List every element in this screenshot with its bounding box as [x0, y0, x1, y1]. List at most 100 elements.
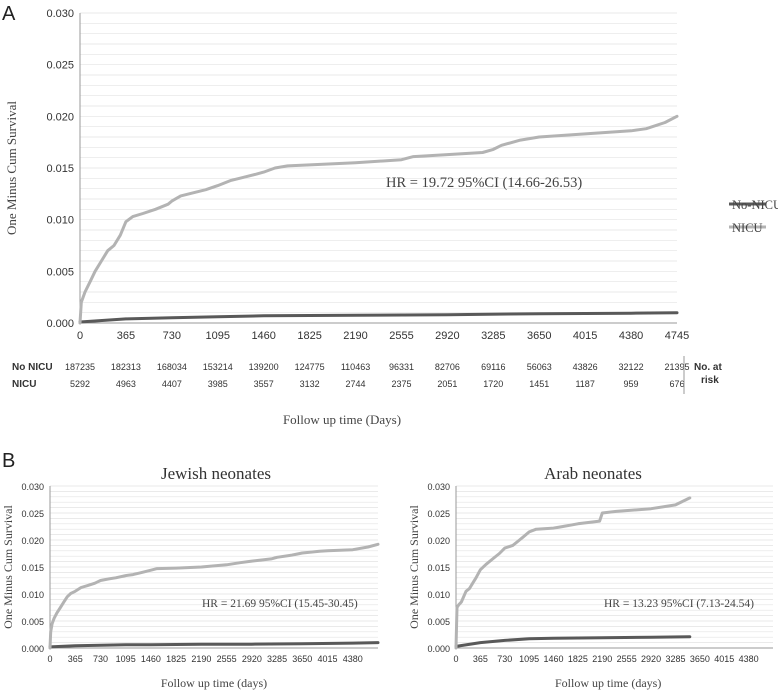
- risk-cell: 2051: [437, 379, 457, 389]
- risk-cell: 32122: [619, 362, 644, 372]
- arab-x-tick-label: 2555: [617, 654, 637, 664]
- overall-x-tick-label: 2555: [389, 330, 413, 342]
- jewish-x-tick-label: 2920: [242, 654, 262, 664]
- jewish-x-tick-label: 3650: [292, 654, 312, 664]
- overall-x-tick-label: 1460: [251, 330, 275, 342]
- arab-y-tick-label: 0.025: [427, 509, 450, 519]
- overall-y-tick-label: 0.030: [46, 8, 74, 20]
- risk-cell: 1187: [575, 379, 594, 389]
- risk-cell: 3557: [254, 379, 274, 389]
- arab-x-tick-label: 1825: [568, 654, 588, 664]
- jewish-y-axis-title: One Minus Cum Survival: [1, 505, 15, 629]
- jewish-x-tick-label: 1095: [116, 654, 136, 664]
- chart-title-jewish: Jewish neonates: [161, 464, 271, 483]
- jewish-x-tick-label: 2555: [217, 654, 237, 664]
- risk-cell: 1720: [483, 379, 503, 389]
- risk-cell: 182313: [111, 362, 141, 372]
- risk-cell: 4963: [116, 379, 136, 389]
- overall-x-tick-label: 3285: [481, 330, 505, 342]
- jewish-y-tick-label: 0.020: [21, 536, 44, 546]
- overall-x-tick-label: 2190: [343, 330, 367, 342]
- risk-cell: 168034: [157, 362, 187, 372]
- risk-cell: 82706: [435, 362, 460, 372]
- risk-cell: 187235: [65, 362, 95, 372]
- risk-cell: 43826: [573, 362, 598, 372]
- arab-x-tick-label: 0: [453, 654, 458, 664]
- arab-x-tick-label: 3285: [665, 654, 685, 664]
- chart-title-arab: Arab neonates: [544, 464, 642, 483]
- arab-y-tick-label: 0.005: [427, 617, 450, 627]
- jewish-x-tick-label: 365: [68, 654, 83, 664]
- arab-x-tick-label: 1095: [519, 654, 539, 664]
- risk-cell: 69116: [481, 362, 505, 372]
- hr-annotation-overall: HR = 19.72 95%CI (14.66-26.53): [386, 175, 582, 191]
- risk-side-label-line2: risk: [701, 375, 719, 386]
- risk-cell: 56063: [527, 362, 552, 372]
- overall-x-tick-label: 4745: [665, 330, 689, 342]
- hr-annotation-arab: HR = 13.23 95%CI (7.13-24.54): [604, 598, 754, 610]
- risk-cell: 2744: [346, 379, 366, 389]
- jewish-y-tick-label: 0.030: [21, 482, 44, 492]
- risk-row-label: NICU: [12, 379, 36, 390]
- panel-b-letter: B: [2, 450, 15, 472]
- overall-y-tick-label: 0.005: [46, 266, 74, 278]
- jewish-y-tick-label: 0.025: [21, 509, 44, 519]
- risk-cell: 1451: [529, 379, 549, 389]
- arab-x-tick-label: 365: [473, 654, 488, 664]
- overall-x-tick-label: 730: [163, 330, 181, 342]
- jewish-x-tick-label: 730: [93, 654, 108, 664]
- jewish-x-tick-label: 2190: [191, 654, 211, 664]
- legend-label-nicu: NICU: [732, 221, 763, 235]
- legend: No-NICU NICU: [729, 198, 778, 235]
- overall-x-tick-label: 2920: [435, 330, 459, 342]
- jewish-y-tick-label: 0.015: [21, 563, 44, 573]
- risk-table: No NICU 187235 182313 168034 153214 139200 124…: [12, 362, 690, 390]
- overall-y-tick-label: 0.025: [46, 60, 74, 72]
- overall-series-line-no-nicu: [78, 311, 679, 324]
- overall-y-tick-label: 0.010: [46, 215, 74, 227]
- jewish-x-tick-label: 3285: [267, 654, 287, 664]
- overall-y-tick-label: 0.015: [46, 163, 74, 175]
- risk-cell: 124775: [295, 362, 325, 372]
- risk-cell: 959: [624, 379, 639, 389]
- risk-cell: 139200: [249, 362, 279, 372]
- overall-x-tick-label: 0: [77, 330, 83, 342]
- risk-cell: 3985: [208, 379, 228, 389]
- arab-x-tick-label: 4380: [739, 654, 759, 664]
- arab-y-tick-label: 0.020: [427, 536, 450, 546]
- overall-x-tick-label: 3650: [527, 330, 551, 342]
- overall-x-tick-label: 4015: [573, 330, 597, 342]
- arab-y-tick-label: 0.010: [427, 590, 450, 600]
- risk-side-label-line1: No. at: [694, 362, 722, 373]
- jewish-y-tick-label: 0.005: [21, 617, 44, 627]
- panel-a-letter: A: [2, 3, 16, 25]
- arab-x-tick-label: 4015: [714, 654, 734, 664]
- jewish-series-line-no-nicu: [48, 641, 380, 649]
- risk-cell: 96331: [389, 362, 414, 372]
- arab-x-tick-label: 730: [497, 654, 512, 664]
- arab-y-axis-title: One Minus Cum Survival: [407, 505, 421, 629]
- jewish-series-line-nicu: [48, 542, 380, 650]
- jewish-x-tick-label: 1825: [166, 654, 186, 664]
- overall-x-tick-label: 4380: [619, 330, 643, 342]
- jewish-x-tick-label: 4015: [318, 654, 338, 664]
- arab-y-tick-label: 0.015: [427, 563, 450, 573]
- overall-series-line-nicu: [78, 114, 679, 325]
- jewish-x-tick-label: 4380: [343, 654, 363, 664]
- arab-y-tick-label: 0.030: [427, 482, 450, 492]
- arab-x-tick-label: 3650: [690, 654, 710, 664]
- risk-cell: 5292: [70, 379, 90, 389]
- risk-cell: 153214: [203, 362, 233, 372]
- jewish-x-tick-label: 1460: [141, 654, 161, 664]
- risk-cell: 676: [669, 379, 684, 389]
- overall-x-tick-label: 1095: [206, 330, 230, 342]
- overall-y-tick-label: 0.000: [46, 318, 74, 330]
- jewish-y-tick-label: 0.010: [21, 590, 44, 600]
- overall-x-tick-label: 1825: [297, 330, 321, 342]
- overall-x-tick-label: 365: [117, 330, 135, 342]
- survival-chart-overall: 0.000 0.005 0.010 0.015 0.020 0.025 0.030 0 365 7…: [4, 8, 689, 342]
- jewish-x-axis-title: Follow up time (days): [161, 676, 267, 690]
- arab-x-axis-title: Follow up time (days): [555, 676, 661, 690]
- risk-cell: 3132: [300, 379, 320, 389]
